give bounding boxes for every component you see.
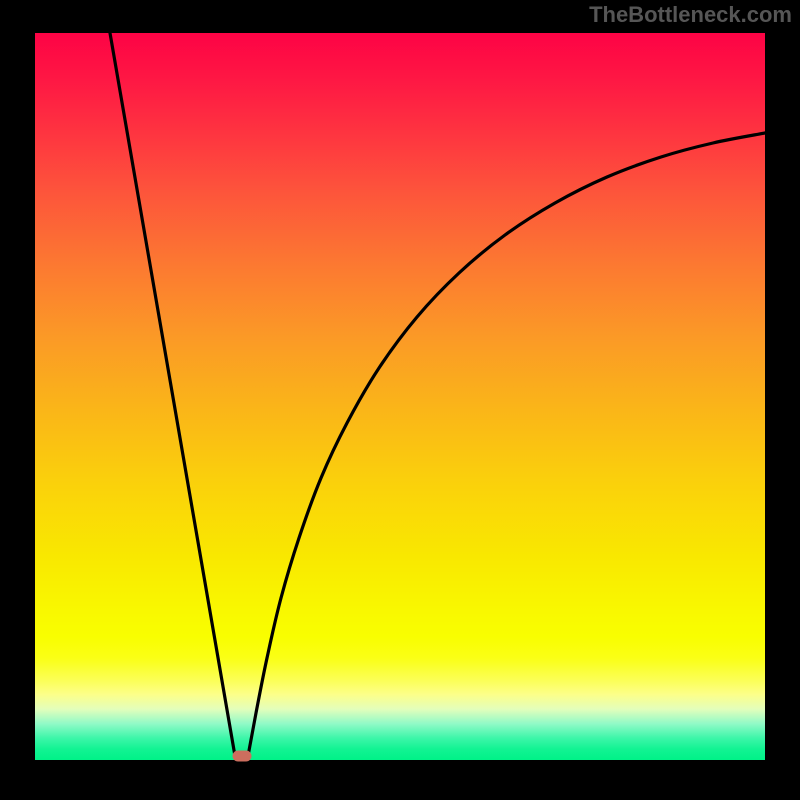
watermark-text: TheBottleneck.com [589,2,792,28]
chart-container: TheBottleneck.com [0,0,800,800]
plot-area [35,33,765,760]
curve-right-branch [248,133,765,756]
curve-left-branch [110,33,235,756]
chart-svg [35,33,765,760]
minimum-marker [233,751,252,762]
